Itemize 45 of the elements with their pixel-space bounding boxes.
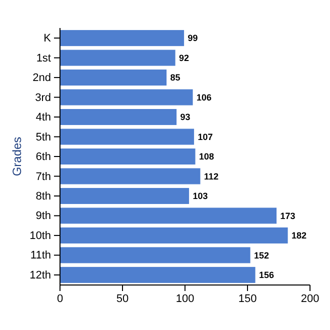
bar (60, 148, 196, 164)
data-label: 152 (254, 250, 270, 260)
bar (60, 109, 177, 126)
y-tick-label: 4th (36, 112, 51, 124)
data-label: 85 (170, 72, 180, 83)
data-label: 173 (280, 210, 296, 221)
bar (60, 227, 288, 244)
y-tick-label: 9th (36, 210, 51, 222)
data-label: 103 (192, 191, 208, 202)
x-tick-label: 50 (116, 292, 129, 305)
y-tick-label: 2nd (32, 72, 51, 84)
y-tick-label: 10th (30, 230, 51, 242)
bar (60, 128, 194, 145)
y-tick-label: 1st (36, 52, 51, 64)
data-label: 182 (292, 230, 307, 241)
data-label: 107 (198, 132, 213, 142)
y-tick-label: 5th (36, 131, 51, 144)
y-tick-label: 3rd (35, 92, 51, 104)
data-label: 108 (199, 152, 214, 162)
bar (60, 89, 193, 106)
bar (60, 30, 184, 46)
bar (60, 208, 277, 224)
data-label: 92 (179, 52, 190, 63)
x-tick-label: 200 (300, 292, 320, 305)
bar (60, 168, 200, 184)
y-tick-label: 6th (36, 151, 51, 164)
data-label: 99 (188, 33, 198, 44)
bar (60, 247, 250, 264)
data-label: 93 (180, 112, 190, 122)
bar (60, 50, 176, 66)
bar (60, 266, 256, 283)
x-tick-label: 0 (56, 292, 64, 305)
x-tick-label: 100 (176, 292, 194, 305)
x-tick-label: 150 (238, 292, 257, 305)
data-label: 156 (259, 270, 274, 280)
y-tick-label: 11th (30, 250, 51, 262)
bar (60, 70, 167, 86)
y-tick-label: 7th (36, 170, 51, 183)
y-axis-title: Grades (10, 136, 24, 176)
y-tick-label: 8th (36, 190, 51, 202)
bar (60, 188, 190, 204)
data-label: 112 (204, 171, 219, 182)
data-label: 106 (196, 92, 212, 102)
y-tick-label: 12th (30, 269, 51, 282)
y-tick-label: K (44, 32, 52, 45)
